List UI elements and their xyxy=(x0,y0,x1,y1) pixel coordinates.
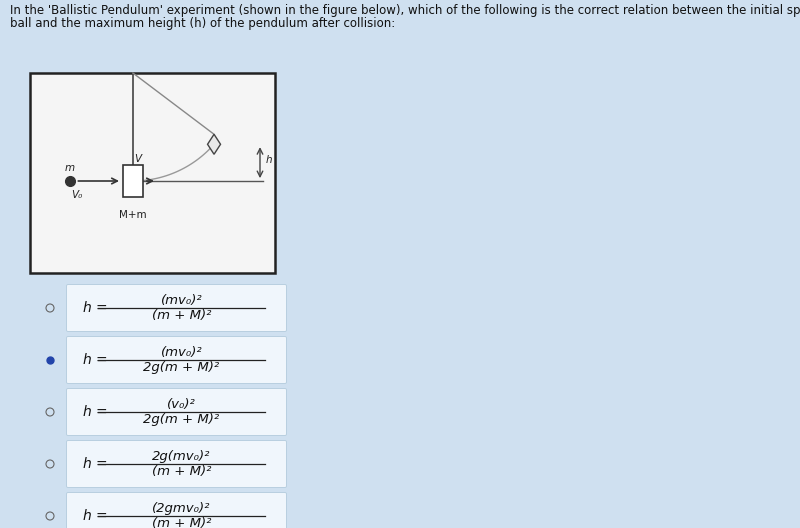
FancyBboxPatch shape xyxy=(66,336,286,383)
Text: V: V xyxy=(134,154,141,164)
Polygon shape xyxy=(207,134,221,154)
Text: (mv₀)²: (mv₀)² xyxy=(161,294,202,307)
Text: $h\,=$: $h\,=$ xyxy=(82,404,108,420)
FancyBboxPatch shape xyxy=(66,389,286,436)
Text: ball and the maximum height (h) of the pendulum after collision:: ball and the maximum height (h) of the p… xyxy=(10,17,395,30)
Text: M+m: M+m xyxy=(119,210,146,220)
Bar xyxy=(30,73,275,273)
Text: (m + M)²: (m + M)² xyxy=(152,517,211,528)
Text: 2g(m + M)²: 2g(m + M)² xyxy=(143,413,220,426)
FancyBboxPatch shape xyxy=(66,440,286,487)
Text: (mv₀)²: (mv₀)² xyxy=(161,346,202,359)
Text: $h\,=$: $h\,=$ xyxy=(82,508,108,523)
Text: (m + M)²: (m + M)² xyxy=(152,465,211,478)
Bar xyxy=(123,165,143,197)
Text: 2g(mv₀)²: 2g(mv₀)² xyxy=(152,450,210,463)
Text: 2g(m + M)²: 2g(m + M)² xyxy=(143,361,220,374)
Text: (m + M)²: (m + M)² xyxy=(152,309,211,322)
Text: $h\,=$: $h\,=$ xyxy=(82,457,108,472)
Text: V₀: V₀ xyxy=(71,190,82,200)
FancyBboxPatch shape xyxy=(66,285,286,332)
FancyBboxPatch shape xyxy=(66,493,286,528)
Text: (v₀)²: (v₀)² xyxy=(167,398,196,411)
Text: m: m xyxy=(64,163,74,173)
Text: In the 'Ballistic Pendulum' experiment (shown in the figure below), which of the: In the 'Ballistic Pendulum' experiment (… xyxy=(10,4,800,17)
Text: $h\,=$: $h\,=$ xyxy=(82,353,108,367)
Text: (2gmv₀)²: (2gmv₀)² xyxy=(152,502,210,515)
Text: $h\,=$: $h\,=$ xyxy=(82,300,108,316)
Text: h: h xyxy=(266,155,273,165)
